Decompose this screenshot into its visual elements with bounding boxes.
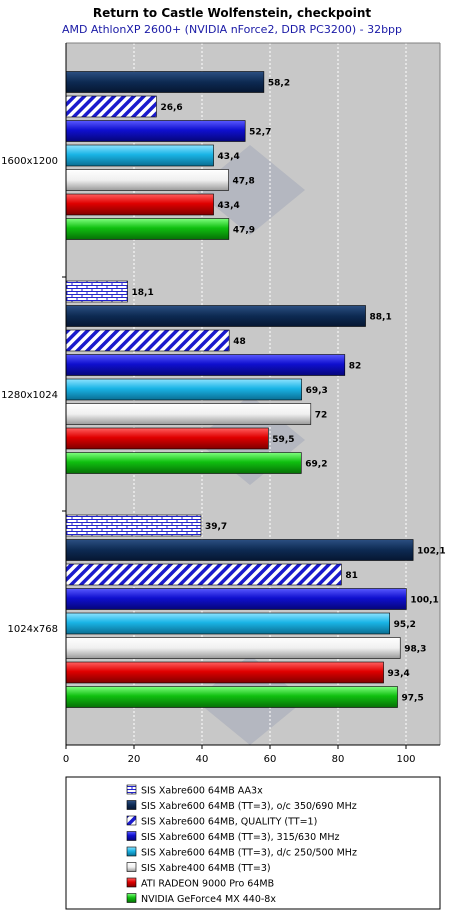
bar xyxy=(65,378,302,401)
bar xyxy=(65,95,157,118)
bar xyxy=(65,403,312,425)
bar xyxy=(65,588,407,610)
bar xyxy=(65,280,128,303)
data-label: 43,4 xyxy=(218,152,240,162)
data-label: 98,3 xyxy=(404,645,426,655)
data-label: 48 xyxy=(233,337,246,347)
data-label: 52,7 xyxy=(249,128,271,138)
bar xyxy=(65,637,401,659)
chart-subtitle: AMD AthlonXP 2600+ (NVIDIA nForce2, DDR … xyxy=(62,23,402,36)
bar xyxy=(65,193,214,216)
x-tick-label: 80 xyxy=(332,754,345,765)
legend-entry: ATI RADEON 9000 Pro 64MB xyxy=(141,879,274,890)
bar xyxy=(65,218,230,240)
category-label: 1280x1024 xyxy=(1,390,58,401)
x-tick-label: 100 xyxy=(396,754,415,765)
legend-entry: SIS Xabre400 64MB (TT=3) xyxy=(141,863,271,874)
legend-entry: SIS Xabre600 64MB (TT=3), d/c 250/500 MH… xyxy=(141,848,357,859)
x-tick-label: 0 xyxy=(63,754,69,765)
bar xyxy=(65,120,246,142)
data-label: 102,1 xyxy=(417,547,445,557)
legend-entry: SIS Xabre600 64MB, QUALITY (TT=1) xyxy=(141,817,317,828)
watermark-shape xyxy=(195,145,305,235)
bar xyxy=(65,427,269,450)
bar xyxy=(65,71,265,93)
bar xyxy=(65,514,202,537)
legend-swatch xyxy=(126,831,137,841)
legend-swatch xyxy=(126,846,137,857)
legend: SIS Xabre600 64MB AA3x SIS Xabre600 64MB … xyxy=(126,784,357,905)
data-label: 39,7 xyxy=(205,522,227,532)
data-label: 82 xyxy=(349,362,362,372)
category-label: 1024x768 xyxy=(8,624,58,635)
bar xyxy=(65,144,214,167)
bar xyxy=(65,539,414,561)
data-label: 69,3 xyxy=(306,386,328,396)
bar xyxy=(65,452,302,474)
data-label: 43,4 xyxy=(218,201,240,211)
legend-swatch xyxy=(126,893,137,903)
bar xyxy=(65,612,390,635)
data-label: 97,5 xyxy=(402,694,424,704)
legend-entry: SIS Xabre600 64MB (TT=3), o/c 350/690 MH… xyxy=(141,801,357,812)
data-label: 88,1 xyxy=(370,313,392,323)
data-label: 95,2 xyxy=(394,620,416,630)
legend-swatch xyxy=(126,877,137,888)
category-labels: 1600x1200 1280x1024 1024x768 xyxy=(1,156,66,635)
bar xyxy=(65,305,366,327)
bar xyxy=(65,686,398,708)
bar xyxy=(65,354,346,376)
legend-entry: SIS Xabre600 64MB AA3x xyxy=(141,786,263,797)
legend-swatch xyxy=(126,862,137,872)
data-label: 47,8 xyxy=(233,177,255,187)
bar xyxy=(65,661,384,684)
data-label: 59,5 xyxy=(272,435,294,445)
bar xyxy=(65,169,229,191)
bars xyxy=(65,71,414,708)
legend-swatch xyxy=(126,815,137,826)
bar xyxy=(65,329,230,352)
x-axis-ticks: 0 20 40 60 80 100 xyxy=(63,745,416,765)
category-label: 1600x1200 xyxy=(1,156,58,167)
legend-entry: SIS Xabre600 64MB (TT=3), 315/630 MHz xyxy=(141,832,339,843)
data-label: 100,1 xyxy=(410,596,438,606)
x-tick-label: 40 xyxy=(196,754,209,765)
data-labels: 58,2 26,6 52,7 43,4 47,8 43,4 47,9 18,1 88,1 48 82… xyxy=(132,79,446,704)
data-label: 93,4 xyxy=(388,669,410,679)
legend-entry: NVIDIA GeForce4 MX 440-8x xyxy=(141,894,276,905)
data-label: 69,2 xyxy=(305,460,327,470)
data-label: 18,1 xyxy=(132,288,154,298)
x-tick-label: 60 xyxy=(264,754,277,765)
legend-swatch xyxy=(126,800,137,810)
data-label: 72 xyxy=(315,411,328,421)
legend-swatch xyxy=(126,784,137,795)
data-label: 47,9 xyxy=(233,226,255,236)
x-tick-label: 20 xyxy=(128,754,141,765)
bar xyxy=(65,563,342,586)
data-label: 58,2 xyxy=(268,79,290,89)
data-label: 81 xyxy=(345,571,358,581)
chart-title: Return to Castle Wolfenstein, checkpoint xyxy=(93,6,372,20)
data-label: 26,6 xyxy=(160,103,182,113)
